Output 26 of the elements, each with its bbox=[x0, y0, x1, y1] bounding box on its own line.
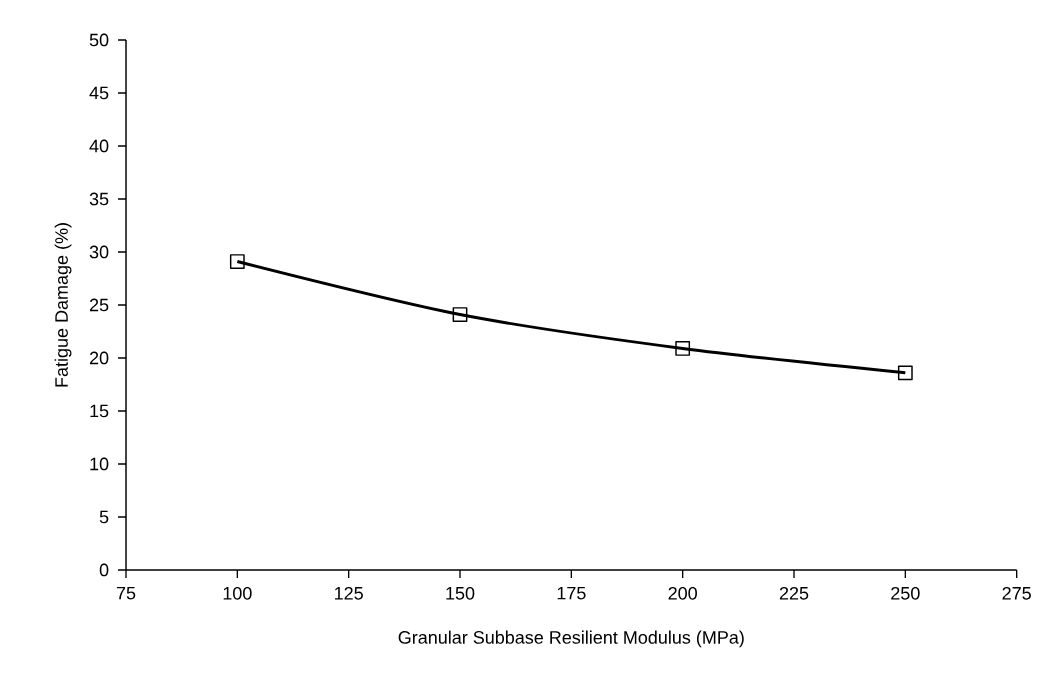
x-tick-label: 200 bbox=[668, 586, 697, 600]
x-tick-label: 125 bbox=[335, 586, 363, 600]
y-tick-label: 0 bbox=[99, 563, 109, 577]
y-axis-title: Fatigue Damage (%) bbox=[54, 223, 72, 387]
point bbox=[897, 365, 913, 381]
point bbox=[675, 341, 691, 356]
x-tick-label: 175 bbox=[557, 586, 586, 600]
y-tick-label: 35 bbox=[89, 192, 109, 206]
point bbox=[229, 254, 245, 269]
point bbox=[452, 307, 468, 322]
y-tick-label: 20 bbox=[89, 351, 109, 365]
x-tick-label: 250 bbox=[891, 586, 920, 600]
y-tick-label: 5 bbox=[99, 510, 109, 524]
y-tick-label: 10 bbox=[90, 457, 109, 471]
x-axis-title: Granular Subbase Resilient Modulus (MPa) bbox=[398, 630, 744, 648]
x-tick-label: 150 bbox=[446, 586, 475, 600]
y-tick-label: 25 bbox=[89, 298, 109, 312]
x-tick-label: 100 bbox=[223, 586, 252, 600]
y-tick-label: 40 bbox=[89, 139, 109, 153]
y-tick-label: 45 bbox=[89, 86, 109, 100]
x-tick-label: 275 bbox=[1002, 586, 1031, 600]
x-tick-label: 225 bbox=[779, 586, 809, 600]
y-tick-label: 50 bbox=[89, 33, 109, 47]
y-tick-label: 30 bbox=[89, 245, 109, 259]
y-tick-label: 15 bbox=[90, 404, 109, 418]
x-tick-label: 75 bbox=[116, 586, 136, 600]
